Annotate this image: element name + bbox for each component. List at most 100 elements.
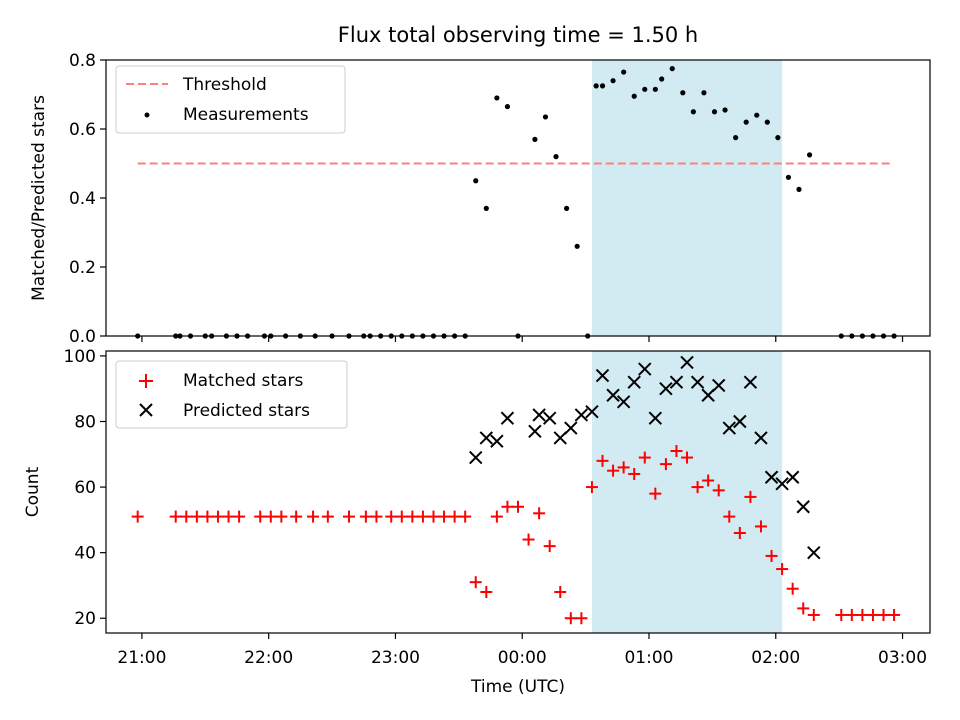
matched-star-point <box>888 608 901 621</box>
top-panel: 0.00.20.40.60.8 Matched/Predicted stars … <box>29 51 931 347</box>
matched-star-point <box>585 481 598 494</box>
predicted-star-point <box>595 368 610 383</box>
predicted-star-point <box>733 414 747 429</box>
x-tick-label: 00:00 <box>498 648 547 668</box>
measurement-point <box>733 135 739 141</box>
predicted-star-point <box>785 470 800 484</box>
matched-star-point <box>786 582 799 595</box>
measurement-point <box>473 178 479 184</box>
matched-star-point <box>490 510 503 523</box>
matched-star-point <box>180 510 193 523</box>
predicted-star-point <box>528 424 542 439</box>
predicted-star-point <box>574 408 589 422</box>
top-y-axis-label: Matched/Predicted stars <box>29 95 49 301</box>
matched-star-point <box>670 445 683 458</box>
bottom-y-axis-label: Count <box>23 466 43 517</box>
legend-measurements-label: Measurements <box>183 105 309 125</box>
predicted-star-point <box>754 431 768 445</box>
matched-star-point <box>797 602 810 615</box>
y-tick-label: 0.4 <box>69 189 96 209</box>
legend-measurements-swatch <box>144 112 150 118</box>
matched-star-point <box>501 500 514 513</box>
predicted-star-point <box>796 500 810 514</box>
matched-star-point <box>469 576 482 589</box>
x-axis-label: Time (UTC) <box>470 677 565 697</box>
predicted-star-point <box>690 375 705 389</box>
predicted-star-point <box>606 388 620 402</box>
measurement-point <box>659 76 665 82</box>
measurement-point <box>494 95 500 101</box>
y-tick-label: 20 <box>74 609 96 629</box>
predicted-star-point <box>712 378 726 393</box>
matched-star-point <box>533 507 546 520</box>
matched-star-point <box>438 510 451 523</box>
bottom-legend-box <box>115 360 348 429</box>
predicted-star-point <box>807 545 821 560</box>
measurement-point <box>532 136 538 142</box>
matched-star-point <box>744 490 757 503</box>
matched-star-point <box>564 612 577 625</box>
matched-star-point <box>321 510 334 523</box>
matched-star-point <box>416 510 429 523</box>
measurement-point <box>806 152 813 158</box>
predicted-star-point <box>722 421 736 435</box>
matched-star-point <box>575 612 588 625</box>
measurement-point <box>574 243 580 249</box>
matched-star-point <box>835 608 848 621</box>
matched-star-point <box>765 549 778 562</box>
y-tick-label: 80 <box>74 413 96 433</box>
y-tick-label: 0.2 <box>69 258 96 278</box>
y-tick-label: 0.8 <box>69 51 96 71</box>
measurement-point <box>610 78 616 84</box>
measurement-point <box>621 69 627 75</box>
legend-threshold-label: Threshold <box>182 75 267 95</box>
matched-star-point <box>649 487 662 500</box>
matched-star-point <box>222 510 235 523</box>
matched-star-point <box>427 510 440 523</box>
y-tick-label: 100 <box>64 347 96 367</box>
measurement-point <box>483 205 489 211</box>
matched-star-point <box>607 464 620 477</box>
matched-star-point <box>522 533 535 546</box>
matched-star-point <box>264 510 277 523</box>
matched-star-point <box>290 510 303 523</box>
matched-star-point <box>131 510 144 523</box>
measurement-point <box>701 90 707 96</box>
matched-star-point <box>776 563 789 576</box>
y-tick-label: 40 <box>74 544 96 564</box>
predicted-star-point <box>680 355 694 370</box>
predicted-star-point <box>553 431 567 445</box>
measurement-point <box>743 119 749 125</box>
matched-star-point <box>856 608 869 621</box>
measurement-point <box>563 205 570 211</box>
legend-predicted-swatch <box>139 403 153 417</box>
matched-star-point <box>628 467 641 480</box>
top-legend-box <box>115 65 346 134</box>
matched-star-point <box>638 451 651 464</box>
measurement-point <box>680 90 686 96</box>
matched-star-point <box>342 510 355 523</box>
matched-star-point <box>459 510 472 523</box>
measurement-point <box>775 135 781 141</box>
measurement-point <box>631 93 637 99</box>
matched-star-point <box>370 510 383 523</box>
matched-star-point <box>681 451 694 464</box>
matched-star-point <box>211 510 224 523</box>
matched-star-point <box>385 510 398 523</box>
matched-star-point <box>395 510 408 523</box>
predicted-star-point <box>616 395 631 409</box>
legend-matched-swatch <box>139 374 153 388</box>
predicted-star-point <box>701 388 715 402</box>
measurement-point <box>722 107 728 113</box>
matched-star-point <box>448 510 461 523</box>
matched-star-point <box>702 474 715 487</box>
x-tick-label: 22:00 <box>244 648 293 668</box>
measurement-point <box>599 83 606 89</box>
x-tick-label: 03:00 <box>878 648 927 668</box>
matched-star-point <box>712 484 725 497</box>
measurement-point <box>785 174 792 180</box>
legend-matched-label: Matched stars <box>183 371 303 391</box>
x-tick-label: 01:00 <box>624 648 673 668</box>
predicted-star-point <box>585 404 599 419</box>
